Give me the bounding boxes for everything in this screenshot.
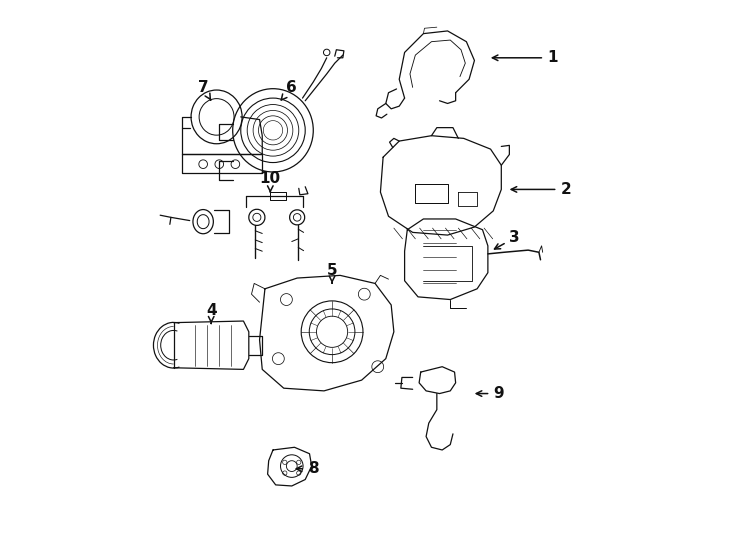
- Text: 5: 5: [327, 262, 338, 283]
- Text: 1: 1: [493, 50, 558, 65]
- Text: 3: 3: [495, 230, 520, 249]
- Text: 4: 4: [206, 303, 217, 323]
- Text: 6: 6: [281, 80, 297, 100]
- Text: 8: 8: [297, 461, 319, 476]
- Text: 9: 9: [476, 386, 504, 401]
- Text: 7: 7: [198, 80, 211, 100]
- Text: 10: 10: [260, 171, 281, 192]
- Text: 2: 2: [511, 182, 571, 197]
